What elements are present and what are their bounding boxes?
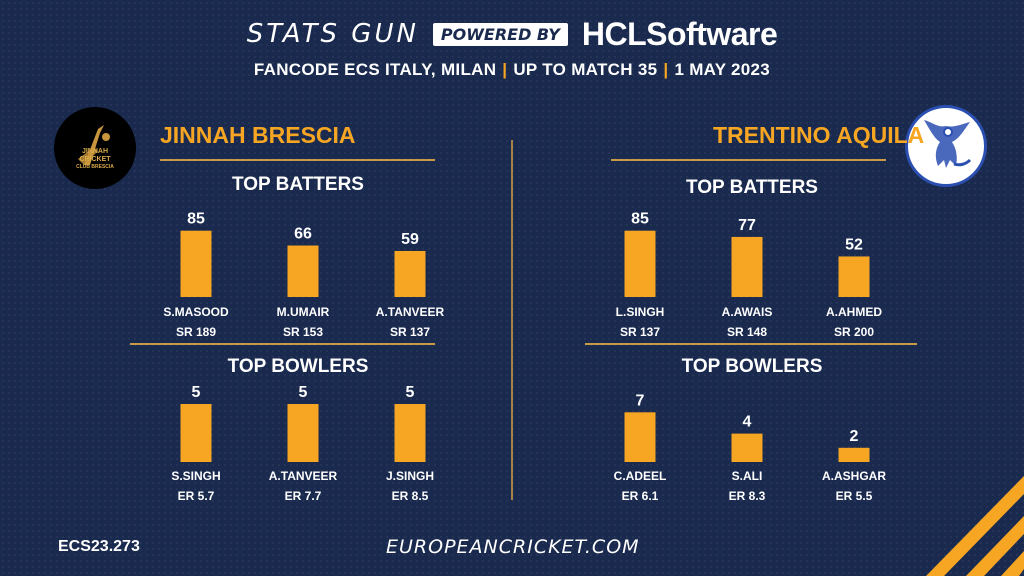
- stat-sublabel: SR 148: [727, 325, 767, 339]
- svg-text:CLUB BRESCIA: CLUB BRESCIA: [76, 164, 114, 170]
- right-batters-title: TOP BATTERS: [686, 177, 818, 198]
- player-name-label: L.SINGH: [616, 305, 665, 319]
- subtitle-separator: |: [663, 60, 669, 79]
- bar: [838, 447, 870, 462]
- svg-text:JINNAH: JINNAH: [82, 148, 108, 155]
- left-batters-title: TOP BATTERS: [232, 174, 364, 195]
- bar-value-label: 7: [636, 392, 645, 409]
- player-name-label: M.UMAIR: [277, 305, 330, 319]
- stat-sublabel: ER 7.7: [285, 489, 322, 503]
- right-team-name: TRENTINO AQUILA: [713, 122, 925, 148]
- bar-value-label: 66: [294, 226, 312, 243]
- stat-sublabel: ER 5.5: [836, 489, 873, 503]
- stat-sublabel: ER 8.3: [729, 489, 766, 503]
- bar: [624, 230, 656, 297]
- right-bowlers-title: TOP BOWLERS: [681, 356, 823, 377]
- bar-value-label: 52: [845, 236, 863, 253]
- bar: [180, 230, 212, 297]
- brand-title: STATS GUN: [246, 19, 419, 49]
- bar-value-label: 85: [187, 211, 205, 228]
- player-name-label: A.ASHGAR: [822, 469, 886, 483]
- subtitle: FANCODE ECS ITALY, MILAN | UP TO MATCH 35 |…: [0, 60, 1024, 80]
- bar-value-label: 59: [401, 231, 419, 248]
- bar-value-label: 5: [406, 384, 415, 401]
- bar-value-label: 5: [192, 384, 201, 401]
- eagle-icon: [924, 120, 972, 168]
- player-name-label: J.SINGH: [386, 469, 434, 483]
- bar: [394, 250, 426, 297]
- bar: [624, 412, 656, 462]
- cricketer-icon: JINNAH CRICKET CLUB BRESCIA: [76, 125, 114, 170]
- player-name-label: A.AWAIS: [722, 305, 773, 319]
- bar-value-label: 4: [743, 414, 752, 431]
- bar-value-label: 5: [299, 384, 308, 401]
- decorative-stripes: [874, 446, 1024, 576]
- player-name-label: C.ADEEL: [614, 469, 667, 483]
- subtitle-separator: |: [502, 60, 508, 79]
- stat-sublabel: ER 8.5: [392, 489, 429, 503]
- bar-value-label: 2: [850, 428, 859, 445]
- subtitle-event: FANCODE ECS ITALY, MILAN: [253, 60, 497, 79]
- bar: [731, 433, 763, 462]
- stat-sublabel: SR 153: [283, 325, 323, 339]
- left-section-divider: [130, 343, 435, 345]
- stat-sublabel: SR 137: [620, 325, 660, 339]
- bar: [287, 404, 319, 462]
- left-team-name: JINNAH BRESCIA: [160, 122, 356, 148]
- svg-text:CRICKET: CRICKET: [79, 156, 111, 163]
- subtitle-date: 1 MAY 2023: [674, 60, 771, 79]
- bar: [838, 256, 870, 297]
- subtitle-match: UP TO MATCH 35: [513, 60, 658, 79]
- left-team-underline: [160, 159, 435, 161]
- jinnah-brescia-logo: JINNAH CRICKET CLUB BRESCIA: [54, 107, 136, 189]
- stat-sublabel: ER 5.7: [178, 489, 215, 503]
- sponsor-logo: HCLSoftware: [581, 15, 778, 52]
- powered-by-badge: POWERED BY: [432, 22, 568, 46]
- player-name-label: A.TANVEER: [269, 469, 338, 483]
- player-name-label: S.MASOOD: [163, 305, 229, 319]
- footer-code: ECS23.273: [58, 538, 140, 555]
- bar: [180, 404, 212, 462]
- bar-value-label: 85: [631, 211, 649, 228]
- player-name-label: A.AHMED: [826, 305, 882, 319]
- stat-sublabel: SR 200: [834, 325, 874, 339]
- bar: [731, 236, 763, 297]
- player-name-label: S.SINGH: [171, 469, 220, 483]
- player-name-label: S.ALI: [732, 469, 763, 483]
- player-name-label: A.TANVEER: [376, 305, 445, 319]
- right-team-underline: [611, 159, 886, 161]
- title-row: STATS GUN POWERED BY HCLSoftware: [0, 14, 1024, 54]
- trentino-aquila-logo: [905, 105, 987, 187]
- bar-value-label: 77: [738, 217, 756, 234]
- footer-url[interactable]: EUROPEANCRICKET.COM: [386, 536, 640, 558]
- header: STATS GUN POWERED BY HCLSoftware FANCODE…: [0, 14, 1024, 80]
- center-divider: [511, 140, 513, 500]
- stat-sublabel: ER 6.1: [622, 489, 659, 503]
- right-section-divider: [585, 343, 917, 345]
- bar: [394, 404, 426, 462]
- stat-sublabel: SR 137: [390, 325, 430, 339]
- stat-sublabel: SR 189: [176, 325, 216, 339]
- left-bowlers-title: TOP BOWLERS: [227, 356, 369, 377]
- bar: [287, 245, 319, 297]
